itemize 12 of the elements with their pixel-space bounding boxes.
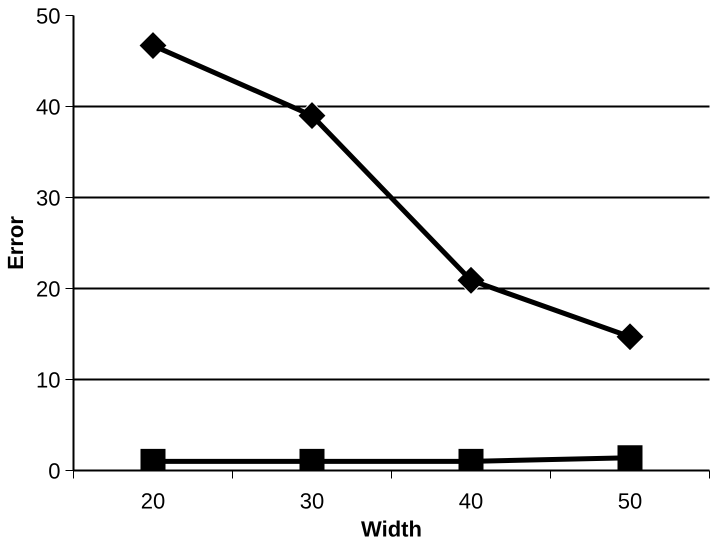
y-tick-label: 20 xyxy=(36,276,61,302)
x-tick-label: 30 xyxy=(300,488,324,514)
x-tick-label: 40 xyxy=(458,488,484,514)
y-axis-title: Error xyxy=(3,216,28,270)
y-tick-label: 40 xyxy=(36,94,61,120)
x-tick-label: 50 xyxy=(618,488,642,514)
x-tick-label: 20 xyxy=(140,488,166,514)
y-tick-label: 50 xyxy=(36,4,61,28)
y-tick-label: 30 xyxy=(36,186,61,210)
y-tick-label: 0 xyxy=(48,458,61,484)
x-axis-title: Width xyxy=(361,516,422,542)
y-tick-label: 10 xyxy=(36,368,61,392)
